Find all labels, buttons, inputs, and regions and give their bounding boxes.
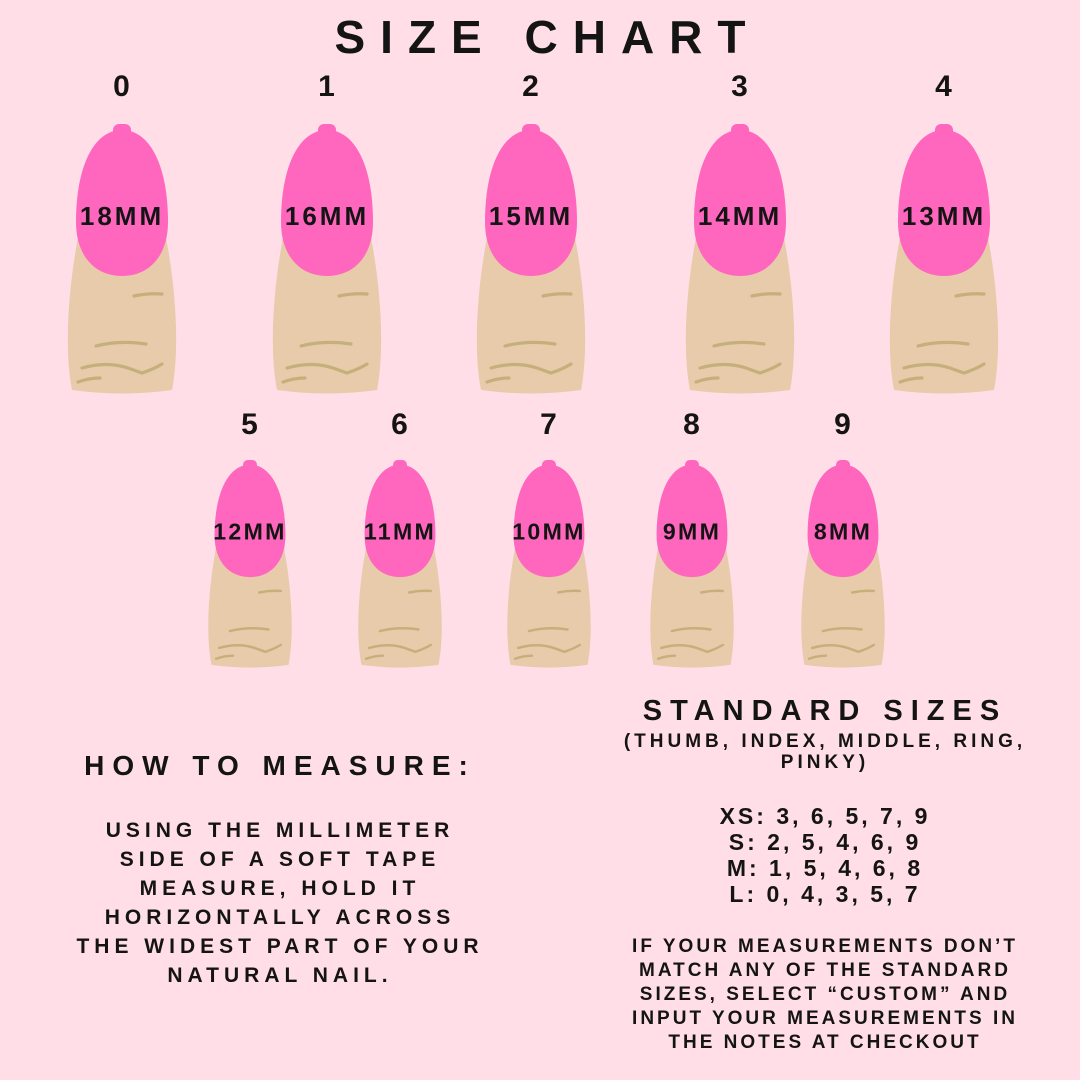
- finger-illustration: 18MM: [67, 124, 177, 394]
- finger-number: 2: [522, 70, 540, 103]
- finger-number: 7: [540, 408, 558, 441]
- nail-size-label: 15MM: [489, 201, 573, 231]
- finger-size-9: 9 8MM: [789, 408, 897, 668]
- nail-shape: [281, 130, 373, 276]
- nail-shape: [364, 464, 436, 578]
- finger-illustration: 11MM: [358, 460, 442, 668]
- finger-illustration: 16MM: [272, 124, 382, 394]
- finger-number: 9: [834, 408, 852, 441]
- finger-illustration: 13MM: [889, 124, 999, 394]
- size-row-xs: XS: 3, 6, 5, 7, 9: [719, 803, 931, 829]
- finger-size-1: 1 16MM: [257, 70, 397, 394]
- how-to-measure-section: HOW TO MEASURE: USING THE MILLIMETER SID…: [40, 750, 520, 990]
- nail-shape: [694, 130, 786, 276]
- finger-size-0: 0 18MM: [52, 70, 192, 394]
- finger-illustration: 9MM: [650, 460, 734, 668]
- standard-sizes-subheading: (THUMB, INDEX, MIDDLE, RING, PINKY): [623, 731, 1027, 773]
- finger-number: 8: [683, 408, 701, 441]
- nail-shape: [485, 130, 577, 276]
- size-row-l: L: 0, 4, 3, 5, 7: [729, 881, 921, 907]
- finger-size-7: 7 10MM: [495, 408, 603, 668]
- nail-shape: [656, 464, 728, 578]
- finger-illustration: 10MM: [507, 460, 591, 668]
- nail-shape: [76, 130, 168, 276]
- nail-size-label: 11MM: [364, 518, 436, 544]
- nail-size-label: 13MM: [902, 201, 986, 231]
- finger-size-2: 2 15MM: [461, 70, 601, 394]
- nail-size-label: 8MM: [814, 518, 872, 544]
- nail-size-label: 12MM: [213, 518, 286, 544]
- standard-sizes-list: XS: 3, 6, 5, 7, 9 S: 2, 5, 4, 6, 9 M: 1,…: [580, 803, 1070, 907]
- size-row-m: M: 1, 5, 4, 6, 8: [726, 855, 924, 881]
- page-title: SIZE CHART: [334, 11, 761, 63]
- custom-size-note: IF YOUR MEASUREMENTS DON’T MATCH ANY OF …: [632, 936, 1018, 1053]
- finger-number: 6: [391, 408, 409, 441]
- finger-size-8: 8 9MM: [638, 408, 746, 668]
- finger-illustration: 8MM: [801, 460, 885, 668]
- how-to-measure-heading: HOW TO MEASURE:: [84, 750, 476, 781]
- nail-shape: [898, 130, 990, 276]
- nail-size-label: 9MM: [663, 518, 721, 544]
- finger-size-4: 4 13MM: [874, 70, 1014, 394]
- finger-number: 5: [241, 408, 259, 441]
- nail-size-label: 18MM: [80, 201, 164, 231]
- nail-shape: [214, 464, 286, 578]
- nail-size-label: 10MM: [512, 518, 585, 544]
- finger-number: 0: [113, 70, 131, 103]
- finger-illustration: 15MM: [476, 124, 586, 394]
- standard-sizes-heading: STANDARD SIZES: [642, 695, 1008, 727]
- finger-number: 1: [318, 70, 336, 103]
- size-row-s: S: 2, 5, 4, 6, 9: [728, 829, 922, 855]
- nail-size-label: 16MM: [285, 201, 369, 231]
- finger-illustration: 14MM: [685, 124, 795, 394]
- how-to-measure-body: USING THE MILLIMETER SIDE OF A SOFT TAPE…: [76, 819, 484, 987]
- nail-shape: [807, 464, 879, 578]
- nail-shape: [513, 464, 585, 578]
- finger-number: 4: [935, 70, 953, 103]
- finger-size-6: 6 11MM: [346, 408, 454, 668]
- finger-illustration: 12MM: [208, 460, 292, 668]
- finger-number: 3: [731, 70, 749, 103]
- nail-size-label: 14MM: [698, 201, 782, 231]
- standard-sizes-section: STANDARD SIZES (THUMB, INDEX, MIDDLE, RI…: [580, 694, 1070, 1055]
- finger-size-5: 5 12MM: [196, 408, 304, 668]
- finger-size-3: 3 14MM: [670, 70, 810, 394]
